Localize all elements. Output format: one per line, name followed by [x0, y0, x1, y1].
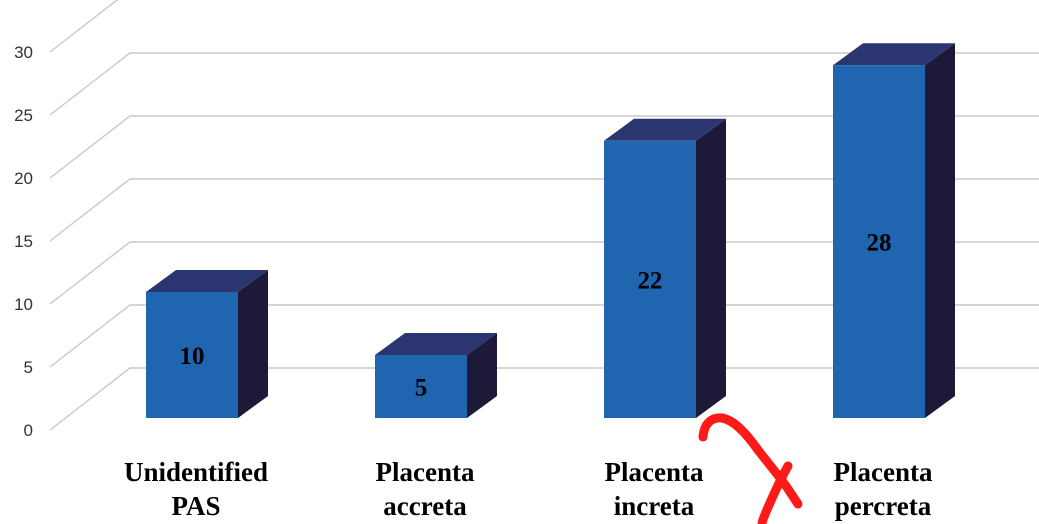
bar-top [375, 333, 497, 355]
bars: 10 5 22 28 [146, 43, 955, 419]
gridline [49, 178, 1039, 242]
x-category-label: Unidentified PAS [124, 457, 268, 521]
gridlines [49, 0, 1039, 431]
y-tick-label: 0 [24, 421, 33, 440]
bar-front [833, 65, 925, 418]
bar-2: 5 [375, 333, 497, 418]
bar-side [696, 118, 726, 419]
y-tick-label: 30 [14, 43, 33, 62]
y-tick-label: 10 [14, 295, 33, 314]
gridline [49, 304, 1039, 368]
gridline [49, 0, 119, 53]
bar-4: 28 [833, 43, 955, 418]
bar-side [238, 270, 268, 418]
y-tick-label: 15 [14, 232, 33, 251]
bar-front [375, 355, 467, 418]
data-label: 5 [415, 375, 428, 402]
x-category-label: Placenta increta [605, 457, 704, 521]
x-category-label: Placenta accreta [376, 457, 475, 521]
y-tick-label: 5 [24, 358, 33, 377]
bar-front [146, 292, 238, 418]
bar-3: 22 [604, 118, 726, 419]
x-axis-categories: Unidentified PAS Placenta accreta Placenta in… [124, 457, 933, 521]
data-label: 10 [180, 343, 205, 370]
bar-top [833, 43, 955, 66]
bar-1: 10 [146, 270, 268, 418]
bar-top [146, 270, 268, 292]
bar-front [604, 140, 696, 419]
x-category-label: Placenta percreta [834, 457, 933, 521]
bar-top [604, 118, 726, 141]
gridline [49, 367, 1039, 431]
gridline [49, 115, 1039, 179]
gridline [49, 241, 1039, 305]
y-tick-label: 25 [14, 106, 33, 125]
data-label: 22 [638, 267, 663, 294]
bar-side [467, 333, 497, 418]
red-scribble-mark [698, 413, 803, 524]
bar-side [925, 43, 955, 418]
y-axis-ticks: 0 5 10 15 20 25 30 [14, 43, 33, 440]
data-label: 28 [867, 230, 892, 257]
gridline [49, 52, 1039, 116]
y-tick-label: 20 [14, 169, 33, 188]
